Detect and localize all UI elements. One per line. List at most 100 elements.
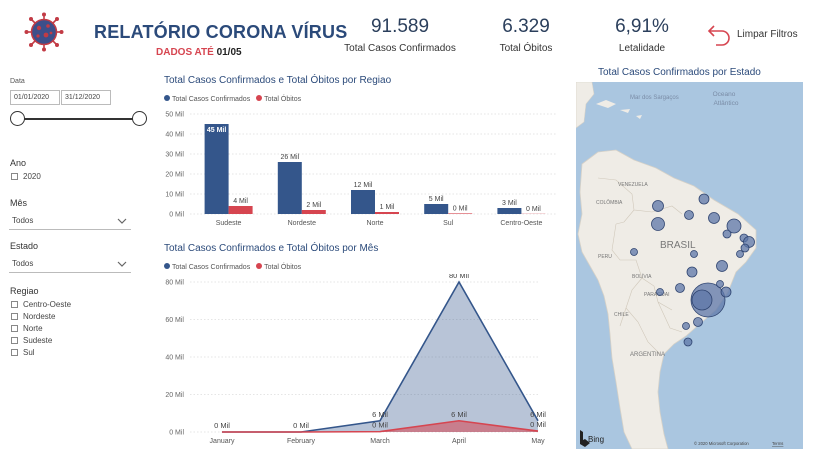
state-bubble[interactable] bbox=[720, 286, 732, 298]
region-option-norte[interactable]: Norte bbox=[11, 324, 43, 333]
state-bubble[interactable] bbox=[736, 250, 744, 258]
bar-deaths[interactable] bbox=[228, 206, 253, 214]
coronavirus-logo-icon bbox=[24, 12, 64, 52]
date-slider-start-handle[interactable] bbox=[10, 111, 25, 126]
state-bubble[interactable] bbox=[690, 250, 698, 258]
region-option-label: Norte bbox=[23, 324, 43, 333]
date-start-input[interactable]: 01/01/2020 bbox=[10, 90, 60, 105]
state-bubble[interactable] bbox=[652, 200, 664, 212]
state-bubble[interactable] bbox=[684, 210, 694, 220]
month-dropdown-value: Todos bbox=[12, 216, 34, 225]
state-bubble[interactable] bbox=[693, 317, 703, 327]
land-central-america bbox=[576, 82, 595, 129]
state-bubble[interactable] bbox=[682, 322, 690, 330]
state-bubble[interactable] bbox=[691, 289, 713, 311]
legend-item-deaths[interactable]: Total Óbitos bbox=[256, 95, 301, 103]
state-bubble[interactable] bbox=[716, 280, 724, 288]
data-label-deaths: 6 Mil bbox=[451, 410, 467, 419]
month-dropdown[interactable]: Todos bbox=[9, 214, 131, 230]
region-option-sul[interactable]: Sul bbox=[11, 348, 35, 357]
data-label-deaths: 2 Mil bbox=[306, 202, 321, 209]
region-option-sudeste[interactable]: Sudeste bbox=[11, 336, 52, 345]
x-category-label: April bbox=[452, 438, 466, 445]
region-option-label: Centro-Oeste bbox=[23, 300, 72, 309]
y-tick-label: 40 Mil bbox=[165, 132, 184, 139]
bar-confirmed[interactable] bbox=[351, 190, 375, 214]
legend-item-confirmed[interactable]: Total Casos Confirmados bbox=[164, 263, 251, 271]
y-tick-label: 0 Mil bbox=[169, 430, 184, 437]
checkbox[interactable] bbox=[11, 173, 18, 180]
bar-confirmed[interactable] bbox=[497, 208, 522, 214]
data-date-subtitle: DADOS ATÉ 01/05 bbox=[156, 47, 242, 58]
subtitle-date: 01/05 bbox=[216, 47, 242, 58]
kpi-label: Total Óbitos bbox=[499, 43, 553, 54]
legend-label: Total Casos Confirmados bbox=[172, 263, 251, 271]
legend-item-confirmed[interactable]: Total Casos Confirmados bbox=[164, 95, 250, 103]
date-range-slider[interactable] bbox=[16, 118, 140, 120]
bar-confirmed[interactable] bbox=[424, 204, 449, 214]
date-slider-end-handle[interactable] bbox=[132, 111, 147, 126]
kpi-value: 6.329 bbox=[502, 16, 550, 37]
state-bubble[interactable] bbox=[740, 243, 750, 253]
y-tick-label: 80 Mil bbox=[165, 280, 184, 287]
checkbox[interactable] bbox=[11, 313, 18, 320]
map-label-country: VENEZUELA bbox=[618, 182, 648, 188]
state-bubble[interactable] bbox=[722, 229, 732, 239]
bar-confirmed[interactable] bbox=[204, 124, 229, 214]
data-label-deaths: 1 Mil bbox=[380, 204, 395, 211]
series-deaths-line[interactable] bbox=[222, 419, 539, 433]
clear-filters-button[interactable]: Limpar Filtros bbox=[704, 20, 806, 50]
state-bubble[interactable] bbox=[683, 337, 693, 347]
map-label-country: CHILE bbox=[614, 312, 629, 318]
map-terms-link[interactable]: Terms bbox=[772, 441, 783, 446]
date-filter-label: Data bbox=[10, 78, 25, 85]
year-option-2020[interactable]: 2020 bbox=[11, 172, 41, 181]
month-filter-label: Mês bbox=[10, 198, 28, 208]
bar-deaths[interactable] bbox=[301, 210, 326, 214]
state-bubble[interactable] bbox=[698, 193, 710, 205]
y-tick-label: 10 Mil bbox=[165, 192, 184, 199]
region-option-centro-oeste[interactable]: Centro-Oeste bbox=[11, 300, 71, 309]
bar-chart-title: Total Casos Confirmados e Total Óbitos p… bbox=[164, 75, 392, 86]
region-option-nordeste[interactable]: Nordeste bbox=[11, 312, 55, 321]
state-bubble[interactable] bbox=[656, 288, 664, 296]
checkbox[interactable] bbox=[11, 301, 18, 308]
brazil-bubble-map[interactable]: Mar dos Sargaços Oceano Atlântico VENEZU… bbox=[576, 82, 803, 449]
y-tick-label: 20 Mil bbox=[165, 172, 184, 179]
map-label-country: BRASIL bbox=[660, 240, 696, 251]
state-bubble[interactable] bbox=[716, 260, 728, 272]
series-confirmed-area bbox=[222, 282, 538, 432]
year-option-label: 2020 bbox=[23, 172, 41, 181]
land-caribbean bbox=[596, 100, 642, 119]
data-label-confirmed: 12 Mil bbox=[354, 182, 373, 189]
state-dropdown[interactable]: Todos bbox=[9, 257, 131, 273]
legend-item-deaths[interactable]: Total Óbitos bbox=[256, 263, 301, 271]
bar-deaths[interactable] bbox=[375, 212, 399, 214]
checkbox[interactable] bbox=[11, 337, 18, 344]
kpi-total-deaths: 6.329 Total Óbitos bbox=[466, 16, 586, 54]
chevron-down-icon bbox=[117, 261, 127, 267]
bar-confirmed[interactable] bbox=[277, 162, 302, 214]
state-bubble[interactable] bbox=[686, 266, 698, 278]
state-bubble[interactable] bbox=[630, 248, 638, 256]
state-bubble[interactable] bbox=[708, 212, 720, 224]
area-chart-months: 0 Mil 20 Mil 40 Mil 60 Mil 80 Mil January Febr… bbox=[165, 274, 546, 445]
x-category-label: February bbox=[287, 438, 316, 445]
bing-logo-icon bbox=[580, 430, 590, 447]
data-label-confirmed: 80 Mil bbox=[449, 274, 469, 280]
map-copyright: © 2020 Microsoft Corporation bbox=[694, 441, 749, 446]
x-category-label: Centro-Oeste bbox=[500, 220, 542, 227]
map-label-sea: Mar dos Sargaços bbox=[630, 95, 679, 101]
date-end-input[interactable]: 31/12/2020 bbox=[61, 90, 111, 105]
y-tick-label: 40 Mil bbox=[165, 355, 184, 362]
state-bubble[interactable] bbox=[726, 218, 742, 234]
y-tick-label: 20 Mil bbox=[165, 392, 184, 399]
state-bubble[interactable] bbox=[651, 217, 665, 231]
checkbox[interactable] bbox=[11, 325, 18, 332]
state-bubble[interactable] bbox=[675, 283, 685, 293]
bar-deaths[interactable] bbox=[448, 213, 473, 214]
bar-chart-regions: 0 Mil 10 Mil 20 Mil 30 Mil 40 Mil 50 Mil 45 Mi… bbox=[165, 112, 556, 227]
checkbox[interactable] bbox=[11, 349, 18, 356]
region-option-label: Nordeste bbox=[23, 312, 56, 321]
data-label-confirmed: 45 Mil bbox=[207, 127, 227, 134]
